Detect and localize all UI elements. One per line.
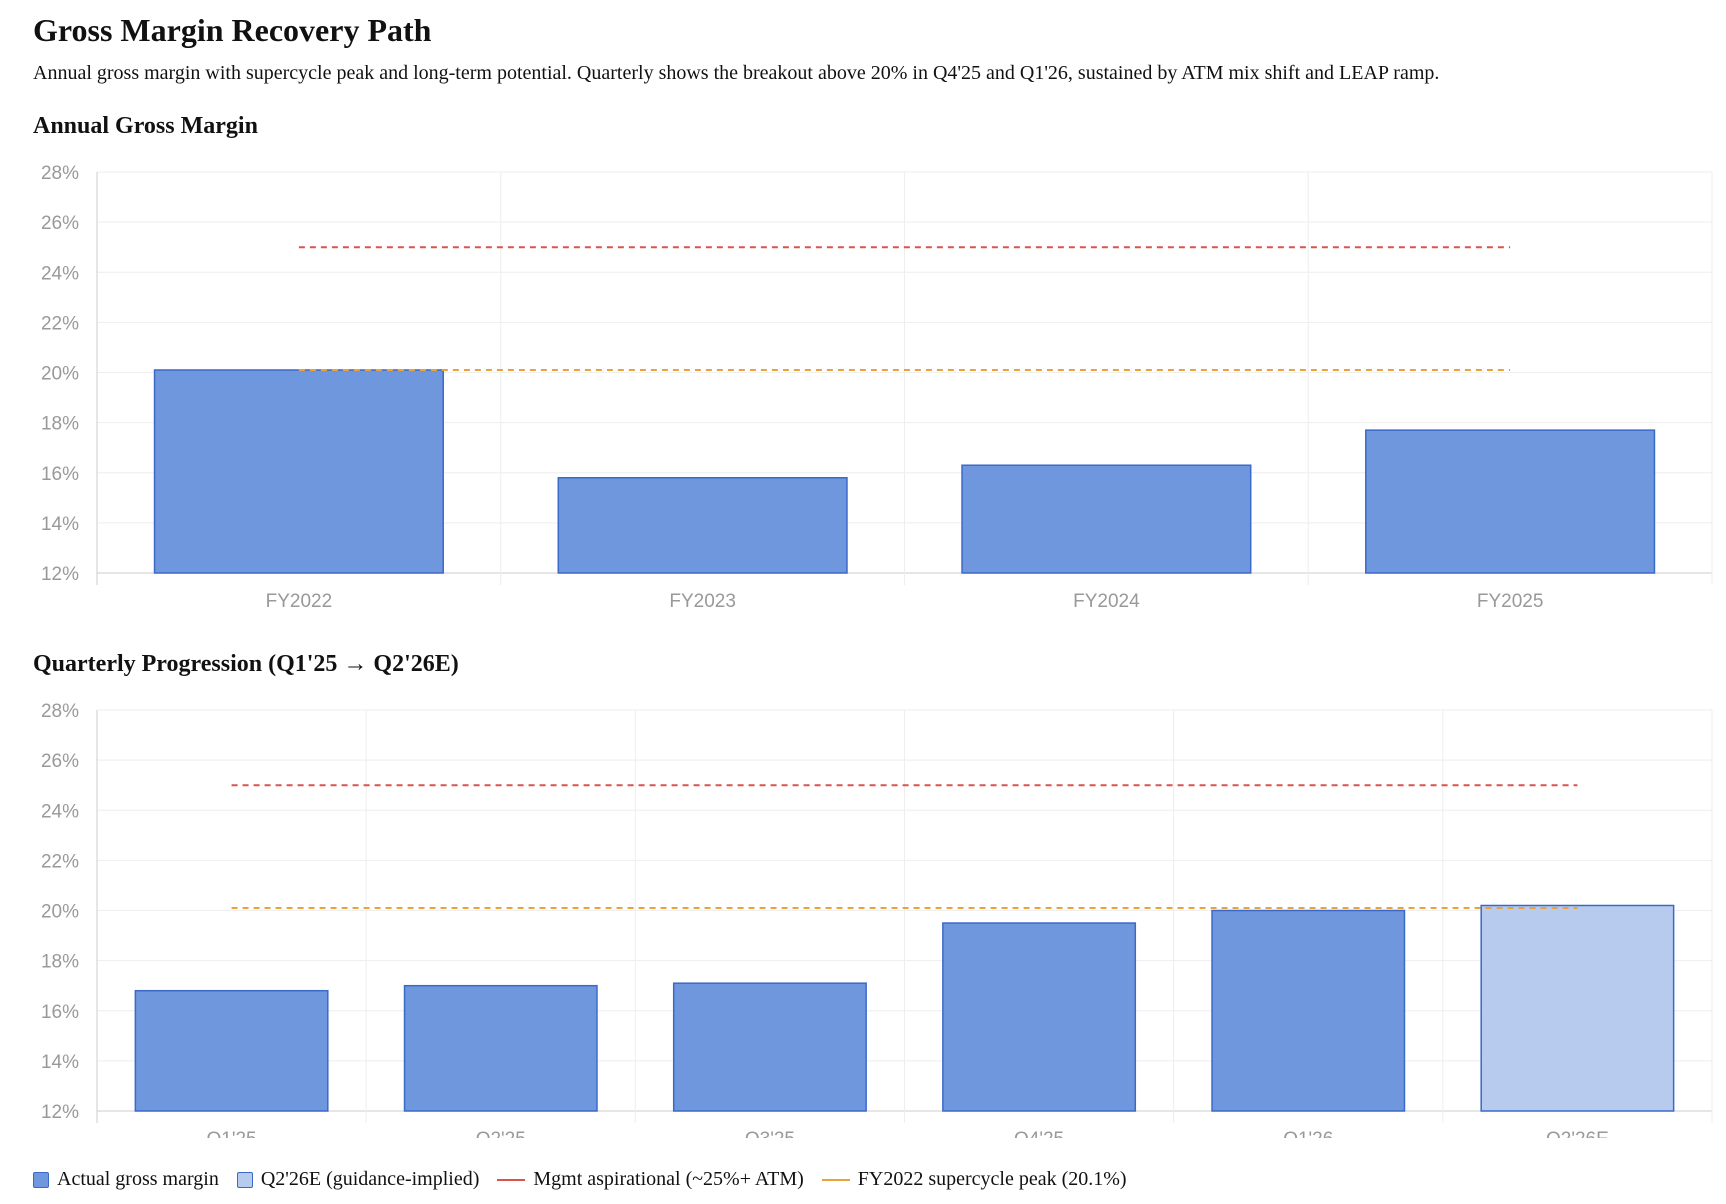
legend-item-actual[interactable]: Actual gross margin bbox=[33, 1168, 219, 1191]
y-tick-label: 20% bbox=[41, 902, 79, 923]
y-tick-label: 12% bbox=[41, 564, 79, 585]
annual-gross-margin-chart: 12% 14% 16% 18% 20% 22% 24% 26% 28% FY2022 FY2023 F… bbox=[41, 163, 1713, 612]
y-tick-label: 24% bbox=[41, 801, 79, 822]
bar-FY2023[interactable] bbox=[557, 477, 848, 574]
bar-FY2022[interactable] bbox=[153, 369, 444, 574]
bar-Q2'25[interactable] bbox=[403, 984, 598, 1112]
legend-label-actual: Actual gross margin bbox=[57, 1168, 219, 1190]
annual-chart-title: Annual Gross Margin bbox=[33, 113, 258, 139]
y-tick-label: 22% bbox=[41, 313, 79, 334]
y-tick-label: 28% bbox=[41, 701, 79, 722]
x-tick-label: Q2'25 bbox=[476, 1129, 526, 1138]
legend-label-peak: FY2022 supercycle peak (20.1%) bbox=[857, 1168, 1127, 1190]
y-tick-label: 14% bbox=[41, 514, 79, 535]
legend-item-estimate[interactable]: Q2'26E (guidance-implied) bbox=[236, 1168, 480, 1191]
bar-FY2025[interactable] bbox=[1365, 429, 1656, 574]
x-tick-label: Q3'25 bbox=[745, 1129, 795, 1138]
y-tick-label: 14% bbox=[41, 1052, 79, 1073]
bar-Q3'25[interactable] bbox=[672, 982, 867, 1112]
x-tick-label: FY2022 bbox=[266, 591, 333, 612]
x-tick-label: Q1'26 bbox=[1283, 1129, 1333, 1138]
quarterly-progression-chart: 12% 14% 16% 18% 20% 22% 24% 26% 28% Q1'25 Q2'25 Q3'… bbox=[41, 701, 1713, 1138]
legend-swatch-estimate bbox=[236, 1171, 253, 1188]
legend-swatch-actual bbox=[33, 1171, 49, 1188]
x-tick-label: Q4'25 bbox=[1014, 1129, 1064, 1138]
x-tick-label: FY2025 bbox=[1477, 591, 1544, 612]
y-tick-label: 16% bbox=[41, 1002, 79, 1023]
bar-Q4'25[interactable] bbox=[942, 922, 1137, 1112]
y-tick-label: 26% bbox=[41, 751, 79, 772]
y-tick-label: 16% bbox=[41, 464, 79, 485]
y-tick-label: 18% bbox=[41, 414, 79, 435]
y-tick-label: 26% bbox=[41, 213, 79, 234]
x-tick-label: FY2024 bbox=[1073, 591, 1140, 612]
bar-Q1'26[interactable] bbox=[1211, 909, 1406, 1112]
legend-swatch-peak bbox=[821, 1178, 850, 1181]
legend-item-peak[interactable]: FY2022 supercycle peak (20.1%) bbox=[821, 1168, 1127, 1191]
page-subtitle: Annual gross margin with supercycle peak… bbox=[33, 62, 1440, 84]
page-title: Gross Margin Recovery Path bbox=[33, 12, 432, 48]
legend-label-estimate: Q2'26E (guidance-implied) bbox=[260, 1168, 480, 1190]
bar-FY2024[interactable] bbox=[961, 464, 1252, 574]
y-tick-label: 20% bbox=[41, 364, 79, 385]
x-tick-label: Q1'25 bbox=[207, 1129, 257, 1138]
y-tick-label: 18% bbox=[41, 952, 79, 973]
bar-Q1'25[interactable] bbox=[134, 989, 329, 1112]
quarterly-chart-title: Quarterly Progression (Q1'25 → Q2'26E) bbox=[33, 651, 459, 677]
legend: Actual gross margin Q2'26E (guidance-imp… bbox=[33, 1168, 1145, 1191]
y-tick-label: 24% bbox=[41, 263, 79, 284]
estimate-bar-Q2'26E[interactable] bbox=[1480, 904, 1675, 1112]
legend-swatch-aspirational bbox=[497, 1178, 526, 1181]
y-tick-label: 12% bbox=[41, 1102, 79, 1123]
x-tick-label: Q2'26E bbox=[1546, 1129, 1609, 1138]
y-tick-label: 22% bbox=[41, 851, 79, 872]
legend-item-aspirational[interactable]: Mgmt aspirational (~25%+ ATM) bbox=[497, 1168, 804, 1191]
legend-label-aspirational: Mgmt aspirational (~25%+ ATM) bbox=[533, 1168, 804, 1190]
x-tick-label: FY2023 bbox=[669, 591, 736, 612]
y-tick-label: 28% bbox=[41, 163, 79, 184]
